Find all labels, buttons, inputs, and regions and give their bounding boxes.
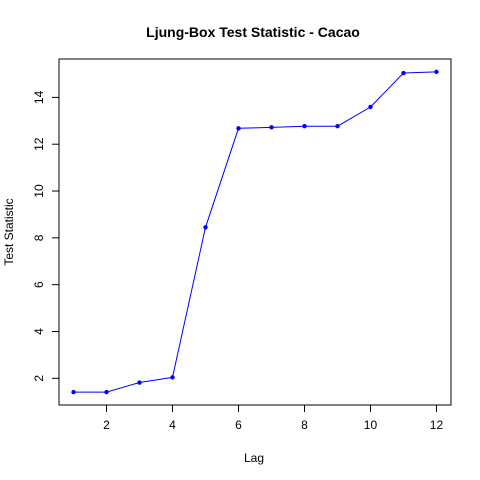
- y-tick-label: 6: [32, 281, 46, 288]
- data-point: [434, 69, 439, 75]
- data-point: [170, 375, 175, 380]
- x-axis-label: Lag: [244, 451, 264, 465]
- x-tick-label: 4: [169, 418, 176, 432]
- data-point: [269, 125, 274, 130]
- series-line: [73, 71, 437, 393]
- y-tick-label: 14: [32, 90, 46, 104]
- y-axis-label: Test Statistic: [2, 198, 16, 265]
- chart-title: Ljung-Box Test Statistic - Cacao: [146, 24, 360, 40]
- x-tick-label: 8: [301, 418, 308, 432]
- data-point: [236, 126, 241, 131]
- y-tick-label: 10: [32, 184, 46, 198]
- x-tick-label: 2: [103, 418, 110, 432]
- data-point: [335, 123, 340, 129]
- data-point: [368, 104, 373, 110]
- x-axis: 2 4 6 8 10 12: [103, 405, 443, 432]
- data-point: [203, 225, 208, 230]
- x-tick-label: 12: [430, 418, 444, 432]
- data-point: [137, 380, 142, 385]
- data-point: [104, 389, 109, 395]
- data-point: [71, 389, 76, 395]
- x-tick-label: 10: [364, 418, 378, 432]
- y-axis: 2 4 6 8 10 12 14: [32, 90, 59, 382]
- plot-frame: [58, 58, 452, 406]
- x-tick-label: 6: [235, 418, 242, 432]
- y-tick-label: 12: [32, 137, 46, 151]
- series-group: [71, 69, 439, 395]
- data-point: [401, 70, 406, 76]
- data-point: [302, 123, 307, 129]
- y-tick-label: 4: [32, 328, 46, 335]
- y-tick-label: 8: [32, 234, 46, 241]
- y-tick-label: 2: [32, 375, 46, 382]
